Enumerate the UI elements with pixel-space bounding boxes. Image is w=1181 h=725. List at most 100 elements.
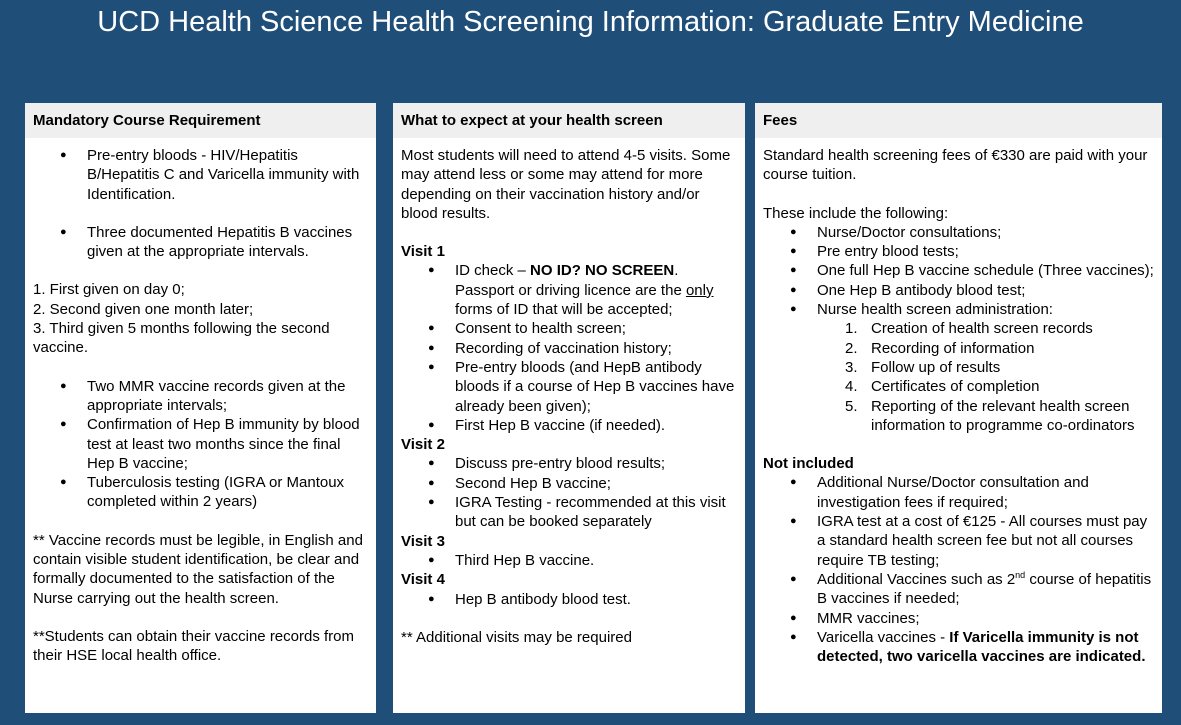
text-segment: Creation of health screen records [871, 320, 1093, 338]
spacer [401, 609, 737, 628]
text-segment: only [685, 281, 714, 299]
text-segment: Recording of information [871, 339, 1035, 357]
text-segment: IGRA Testing - recommended at this visit… [455, 494, 726, 531]
text-segment: Consent to health screen; [455, 320, 626, 338]
text-segment: IGRA test at a cost of €125 - All course… [817, 513, 1148, 569]
bullet-icon: ● [790, 515, 797, 528]
bullet-icon: ● [428, 457, 435, 470]
bullet-icon: ● [790, 572, 797, 585]
list-item: 1. Creation of health screen records [845, 319, 1154, 338]
list-item: ● MMR vaccines; [790, 609, 1154, 628]
spacer [763, 435, 1154, 454]
list-item: ● One Hep B antibody blood test; [790, 281, 1154, 300]
paragraph: Visit 3 [401, 532, 737, 551]
text-segment: Visit 2 [401, 436, 445, 454]
bullet-icon: ● [790, 283, 797, 296]
list-item: ● Recording of vaccination history; [428, 339, 737, 358]
list-number: 4. [845, 378, 858, 396]
panel-body: Most students will need to attend 4-5 vi… [393, 138, 745, 647]
text-segment: Pre entry blood tests; [817, 243, 959, 261]
bullet-icon: ● [428, 553, 435, 566]
bullet-list: ● Additional Nurse/Doctor consultation an… [763, 473, 1154, 666]
list-item: ● Nurse health screen administration: [790, 300, 1154, 319]
text-segment: course of hepatitis B vaccines if needed… [817, 570, 1152, 608]
paragraph: 2. Second given one month later; [33, 300, 368, 319]
text-segment: Tuberculosis testing (IGRA or Mantoux co… [87, 474, 345, 511]
text-segment: . Passport or driving licence are the [455, 262, 686, 299]
spacer [33, 261, 368, 280]
text-segment: Visit 1 [401, 243, 445, 261]
panel-header: Fees [755, 103, 1162, 138]
spacer [401, 223, 737, 242]
spacer [33, 358, 368, 377]
list-item: ● Pre-entry bloods (and HepB antibody blo… [428, 358, 737, 416]
bullet-list: ● Nurse/Doctor consultations; ● Pre entry b… [763, 223, 1154, 319]
text-segment: Additional Vaccines such as 2 [817, 570, 1016, 588]
bullet-list: ● Discuss pre-entry blood results; ● Second… [401, 454, 737, 531]
bullet-icon: ● [60, 149, 67, 161]
text-segment: **Students can obtain their vaccine reco… [33, 627, 354, 665]
text-segment: Nurse/Doctor consultations; [817, 223, 1002, 241]
paragraph: These include the following: [763, 204, 1154, 223]
paragraph: 1. First given on day 0; [33, 280, 368, 299]
bullet-icon: ● [790, 630, 797, 643]
list-item: ● Nurse/Doctor consultations; [790, 223, 1154, 242]
text-segment: Additional Nurse/Doctor consultation and… [817, 474, 1089, 511]
text-segment: Standard health screening fees of €330 a… [763, 147, 1148, 184]
paragraph: Visit 4 [401, 570, 737, 589]
list-item: 4. Certificates of completion [845, 377, 1154, 396]
list-item: ● Confirmation of Hep B immunity by blood… [60, 415, 368, 473]
list-item: ● Varicella vaccines - If Varicella immun… [790, 628, 1154, 667]
paragraph: **Students can obtain their vaccine reco… [33, 627, 368, 666]
spacer [33, 608, 368, 627]
list-item: ● Pre entry blood tests; [790, 242, 1154, 261]
list-item: ● ID check – NO ID? NO SCREEN. Passport o… [428, 261, 737, 319]
list-item: ● Additional Nurse/Doctor consultation an… [790, 473, 1154, 512]
text-segment: Certificates of completion [871, 378, 1040, 396]
bullet-icon: ● [428, 476, 435, 489]
text-segment: Follow up of results [871, 358, 1001, 376]
list-item: ● One full Hep B vaccine schedule (Three … [790, 261, 1154, 280]
text-segment: Hep B antibody blood test. [455, 590, 631, 608]
list-item: ● First Hep B vaccine (if needed). [428, 416, 737, 435]
page-title: UCD Health Science Health Screening Info… [97, 6, 1084, 38]
list-item: ● Pre-entry bloods - HIV/Hepatitis B/Hepa… [60, 146, 368, 204]
text-segment: Pre-entry bloods (and HepB antibody bloo… [455, 358, 735, 415]
numbered-list: 1. Creation of health screen records 2. Rec… [763, 319, 1154, 435]
text-segment: Reporting of the relevant health screen … [871, 397, 1135, 434]
list-item: ● Three documented Hepatitis B vaccines g… [60, 223, 368, 262]
bullet-list: ● Three documented Hepatitis B vaccines g… [33, 223, 368, 262]
text-segment: Visit 4 [401, 571, 445, 589]
text-segment: 2. Second given one month later; [33, 300, 254, 318]
list-item: ● Hep B antibody blood test. [428, 590, 737, 609]
spacer [763, 185, 1154, 204]
bullet-list: ● Hep B antibody blood test. [401, 590, 737, 609]
list-item: 3. Follow up of results [845, 358, 1154, 377]
list-number: 3. [845, 358, 858, 376]
text-segment: NO ID? NO SCREEN [530, 262, 675, 280]
panel-what-to-expect: What to expect at your health screen Mos… [393, 103, 745, 713]
text-segment: Not included [763, 455, 854, 473]
text-segment: One full Hep B vaccine schedule (Three v… [817, 262, 1154, 280]
text-segment: One Hep B antibody blood test; [817, 281, 1026, 299]
bullet-icon: ● [790, 264, 797, 277]
text-segment: Confirmation of Hep B immunity by blood … [87, 416, 360, 472]
text-segment: Pre-entry bloods - HIV/Hepatitis B/Hepat… [87, 147, 360, 203]
bullet-icon: ● [60, 379, 67, 392]
bullet-list: ● ID check – NO ID? NO SCREEN. Passport o… [401, 261, 737, 435]
list-item: ● Third Hep B vaccine. [428, 551, 737, 570]
list-item: ● IGRA Testing - recommended at this visi… [428, 493, 737, 532]
text-segment: These include the following: [763, 204, 949, 222]
panel-mandatory-requirements: Mandatory Course Requirement ● Pre-entry … [25, 103, 376, 713]
text-segment: nd [1015, 569, 1026, 580]
bullet-icon: ● [428, 264, 435, 277]
text-segment: Varicella vaccines - [817, 628, 950, 646]
paragraph: Visit 1 [401, 242, 737, 261]
text-segment: Third Hep B vaccine. [455, 551, 595, 569]
panel-body: Standard health screening fees of €330 a… [755, 138, 1162, 666]
text-segment: 3. Third given 5 months following the se… [33, 320, 330, 357]
paragraph: Most students will need to attend 4-5 vi… [401, 146, 737, 223]
spacer [33, 204, 368, 223]
text-segment: ** Additional visits may be required [401, 628, 632, 646]
text-segment: ID check – [455, 262, 531, 280]
